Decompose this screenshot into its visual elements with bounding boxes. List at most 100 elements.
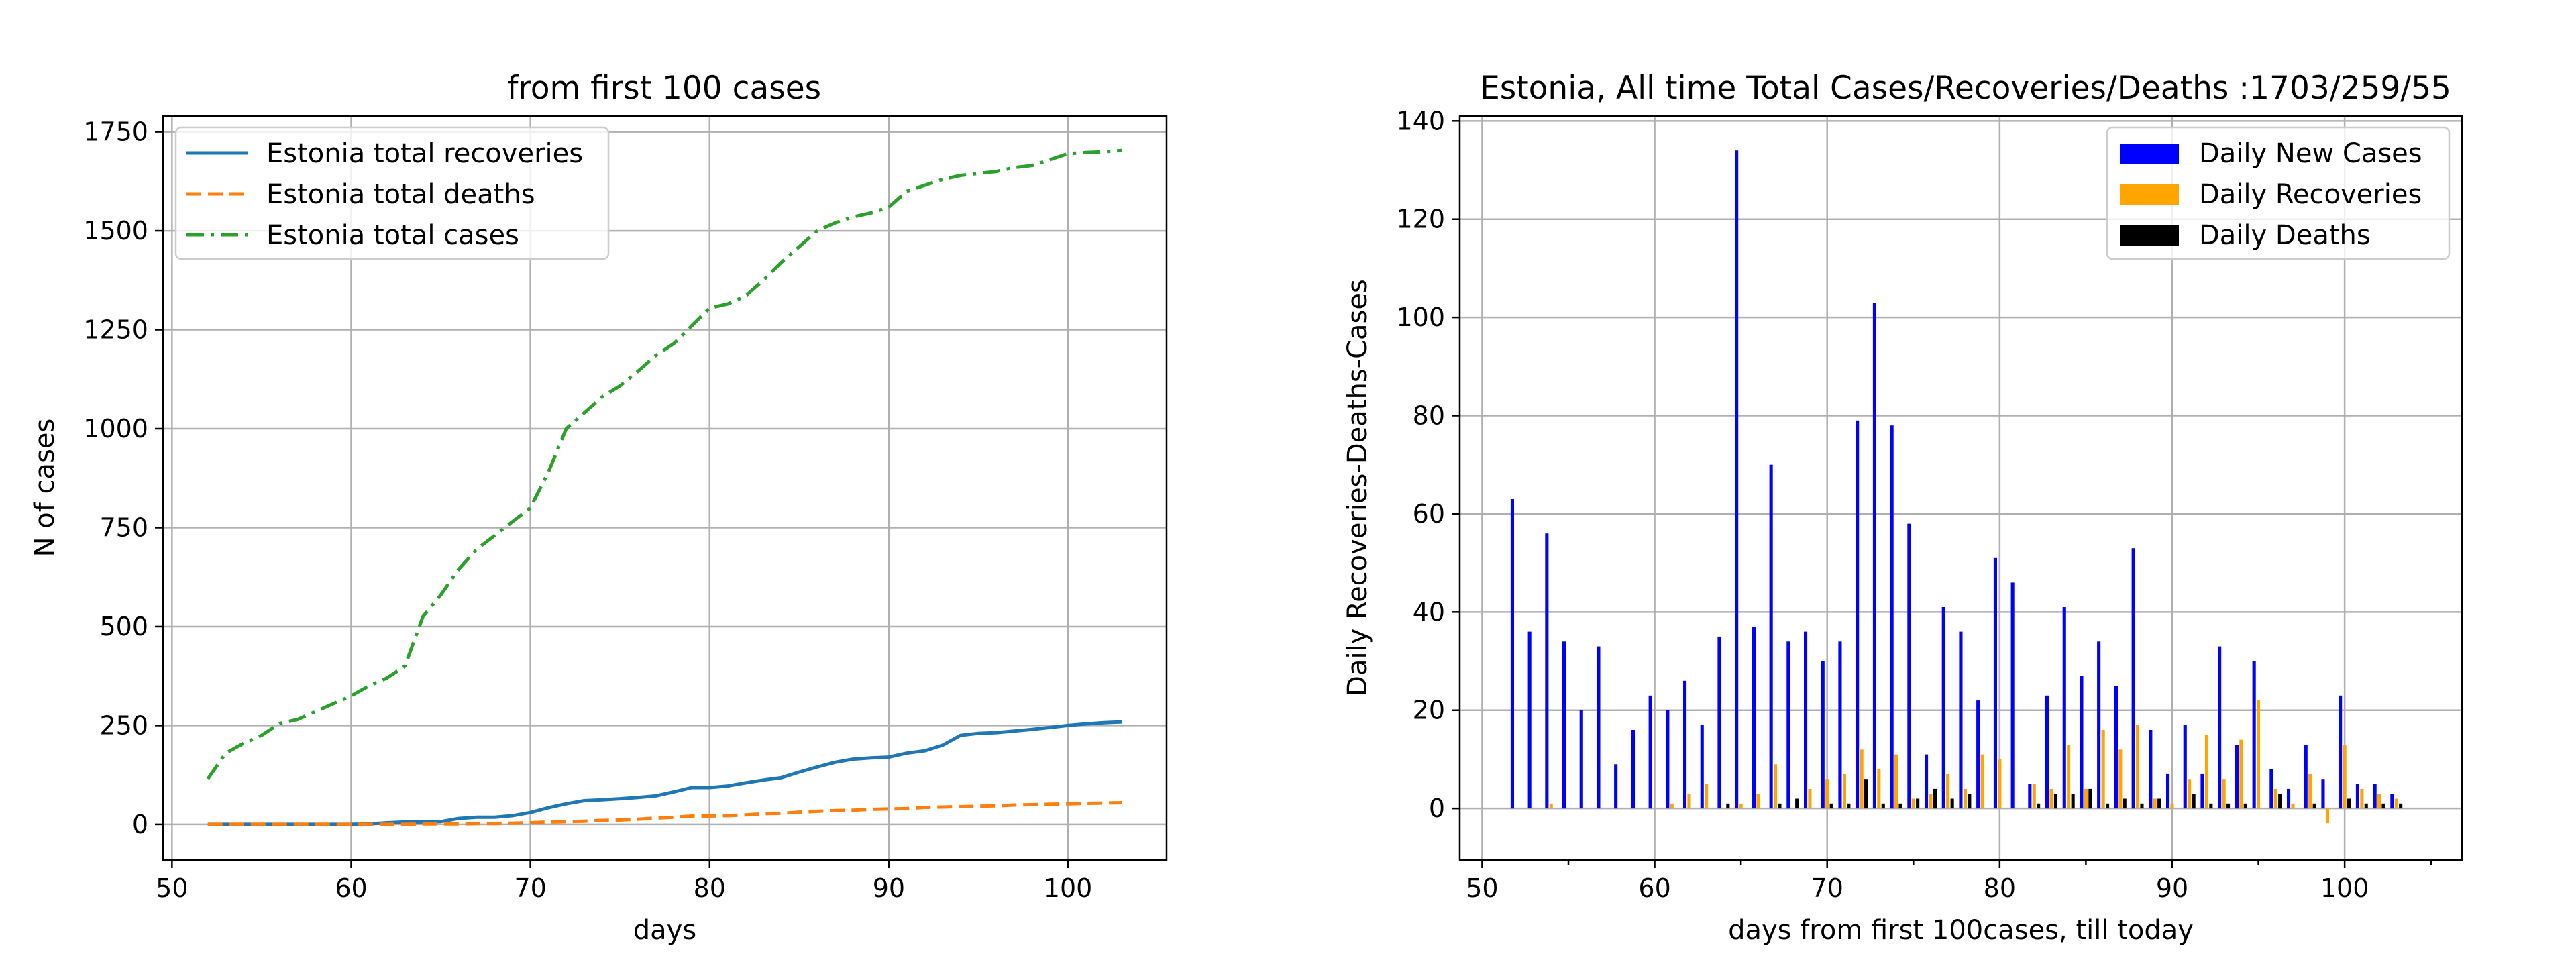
bar <box>1687 794 1691 809</box>
bar <box>2032 784 2036 809</box>
bar <box>1666 710 1670 809</box>
bar <box>2037 803 2041 809</box>
bar <box>2222 779 2226 809</box>
x-tick-label: 100 <box>1044 873 1093 903</box>
bar <box>1898 803 1902 809</box>
bar <box>1980 754 1984 809</box>
x-axis-label: days <box>633 915 696 946</box>
bar <box>1808 788 1812 809</box>
bar <box>1579 710 1583 809</box>
bar <box>1769 464 1773 809</box>
y-tick-label: 80 <box>1413 401 1445 431</box>
bar <box>1894 754 1898 809</box>
bar <box>2381 803 2385 809</box>
bar <box>2364 803 2368 809</box>
bar <box>2170 803 2174 809</box>
chart-title: from first 100 cases <box>507 70 821 107</box>
series-line <box>206 148 1122 780</box>
bar <box>2114 686 2118 809</box>
bar <box>2062 607 2066 809</box>
y-tick-label: 20 <box>1413 696 1445 725</box>
legend-swatch <box>2120 144 2179 164</box>
bar <box>2188 779 2192 809</box>
bar <box>2157 798 2161 809</box>
bar <box>2355 784 2359 809</box>
bar <box>1717 636 1721 809</box>
bar <box>2097 641 2101 809</box>
bar <box>1795 798 1799 809</box>
legend-label: Estonia total recoveries <box>266 138 583 169</box>
bar <box>1614 764 1618 809</box>
bar <box>2200 773 2204 809</box>
bar <box>1911 798 1915 809</box>
y-tick-label: 750 <box>99 513 148 542</box>
legend-label: Estonia total cases <box>266 220 519 251</box>
bar <box>1933 788 1937 809</box>
bar <box>1597 646 1601 809</box>
bar <box>2140 803 2144 809</box>
grid <box>163 116 1167 860</box>
bar <box>1929 794 1933 809</box>
bar <box>2080 676 2084 809</box>
bar <box>1821 661 1825 809</box>
bar <box>1864 779 1868 809</box>
legend-label: Estonia total deaths <box>266 179 535 210</box>
bar <box>1946 773 1950 809</box>
bar <box>1842 773 1846 809</box>
bar <box>2373 784 2377 809</box>
bar <box>2239 739 2243 809</box>
bar <box>2218 646 2222 809</box>
grid <box>1460 116 2462 860</box>
bar <box>2390 794 2394 809</box>
x-tick-label: 90 <box>873 873 905 903</box>
bar <box>2010 582 2015 809</box>
bar <box>2321 779 2325 809</box>
bar <box>2153 798 2157 809</box>
bar <box>1545 533 1549 809</box>
y-tick-label: 250 <box>99 710 148 740</box>
bar <box>2377 794 2381 809</box>
legend: Daily New Cases Daily Recoveries Daily Dea… <box>2106 126 2451 260</box>
axis-ticks: 50 60 70 80 90 100 0 20 40 60 80 100 120 140 <box>1396 106 2432 903</box>
y-tick-label: 1750 <box>83 117 148 147</box>
x-tick-label: 60 <box>335 873 367 903</box>
y-tick-label: 140 <box>1396 106 1445 136</box>
plot-lines <box>206 148 1122 826</box>
bar <box>2101 730 2105 809</box>
bar <box>2149 730 2153 809</box>
bar <box>2394 798 2398 809</box>
legend-swatch <box>2120 184 2179 205</box>
bar <box>2273 788 2277 809</box>
bar <box>1847 803 1851 809</box>
bar <box>2235 745 2239 809</box>
y-axis-label: N of cases <box>30 419 60 557</box>
bars <box>1510 150 2403 824</box>
bar <box>2067 745 2071 809</box>
legend-label: Daily Deaths <box>2199 220 2371 251</box>
bar <box>1705 784 1709 809</box>
bar <box>2347 798 2351 809</box>
bar <box>1804 631 1808 809</box>
bar <box>1959 631 1963 809</box>
bar <box>1756 794 1760 809</box>
y-tick-label: 1500 <box>83 216 148 246</box>
legend-label: Daily Recoveries <box>2199 179 2422 210</box>
cumulative-line-chart: from first 100 cases 50 60 70 80 90 100025050… <box>30 70 1168 946</box>
bar <box>1825 779 1829 809</box>
bar <box>1700 724 1704 809</box>
bar <box>2204 735 2208 809</box>
x-axis-label: days from first 100cases, till today <box>1728 915 2194 946</box>
x-tick-label: 80 <box>1984 873 2016 903</box>
bar <box>1562 641 1566 809</box>
bar <box>1856 420 1860 809</box>
bar <box>2257 700 2261 809</box>
bar <box>2252 661 2256 809</box>
y-tick-label: 40 <box>1413 597 1445 627</box>
bar <box>1549 803 1553 809</box>
bar <box>2123 798 2127 809</box>
bar <box>1993 557 1997 809</box>
bar <box>2308 773 2312 809</box>
bar <box>2278 794 2282 809</box>
